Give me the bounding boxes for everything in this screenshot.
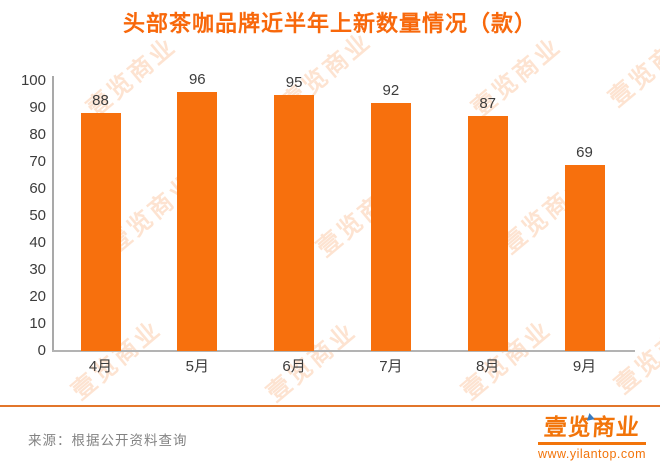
bar-month-6 bbox=[274, 94, 315, 351]
y-tick-label-50: 50 bbox=[29, 207, 46, 224]
y-axis-line bbox=[52, 76, 54, 352]
y-tick-label-90: 90 bbox=[29, 99, 46, 116]
bar-value-label-month-4: 88 bbox=[92, 92, 109, 110]
source-text: 来源：根据公开资料查询 bbox=[28, 433, 188, 448]
y-tick-label-0: 0 bbox=[37, 342, 46, 359]
x-axis-label-month-7: 7月 bbox=[379, 358, 403, 375]
bar-value-label-month-5: 96 bbox=[188, 70, 206, 88]
bar-month-9 bbox=[564, 164, 605, 351]
y-tick-label-40: 40 bbox=[29, 234, 46, 251]
y-tick-label-30: 30 bbox=[29, 261, 46, 278]
bar-value-label-month-6: 95 bbox=[285, 73, 303, 91]
y-tick-label-100: 100 bbox=[20, 72, 46, 89]
bar-month-5 bbox=[177, 91, 218, 351]
bar-value-label-month-7: 92 bbox=[382, 81, 400, 99]
bar-month-4 bbox=[80, 113, 121, 351]
bar-value-label-month-8: 87 bbox=[479, 95, 497, 113]
x-axis-label-month-9: 9月 bbox=[572, 358, 597, 375]
brand-logo-underline bbox=[538, 442, 646, 445]
bar-month-7 bbox=[370, 102, 411, 351]
x-axis-line bbox=[52, 350, 635, 352]
y-tick-label-80: 80 bbox=[29, 126, 46, 143]
y-tick-label-20: 20 bbox=[29, 288, 46, 305]
y-tick-label-60: 60 bbox=[29, 180, 46, 197]
brand-logo-url: www.yilantop.com bbox=[537, 446, 647, 461]
footer-divider-line bbox=[0, 405, 660, 407]
y-tick-label-70: 70 bbox=[29, 153, 46, 170]
x-axis-label-month-8: 8月 bbox=[476, 358, 500, 375]
bar-month-8 bbox=[467, 116, 508, 351]
x-axis-label-month-6: 6月 bbox=[282, 358, 306, 375]
bar-value-label-month-9: 69 bbox=[576, 143, 593, 161]
chart-title: 头部茶咖品牌近半年上新数量情况（款） bbox=[122, 11, 537, 36]
brand-logo: 壹览商业 www.yilantop.com bbox=[536, 413, 648, 462]
x-axis-label-month-4: 4月 bbox=[88, 358, 113, 375]
x-axis-label-month-5: 5月 bbox=[185, 358, 209, 375]
y-tick-label-10: 10 bbox=[29, 315, 46, 332]
